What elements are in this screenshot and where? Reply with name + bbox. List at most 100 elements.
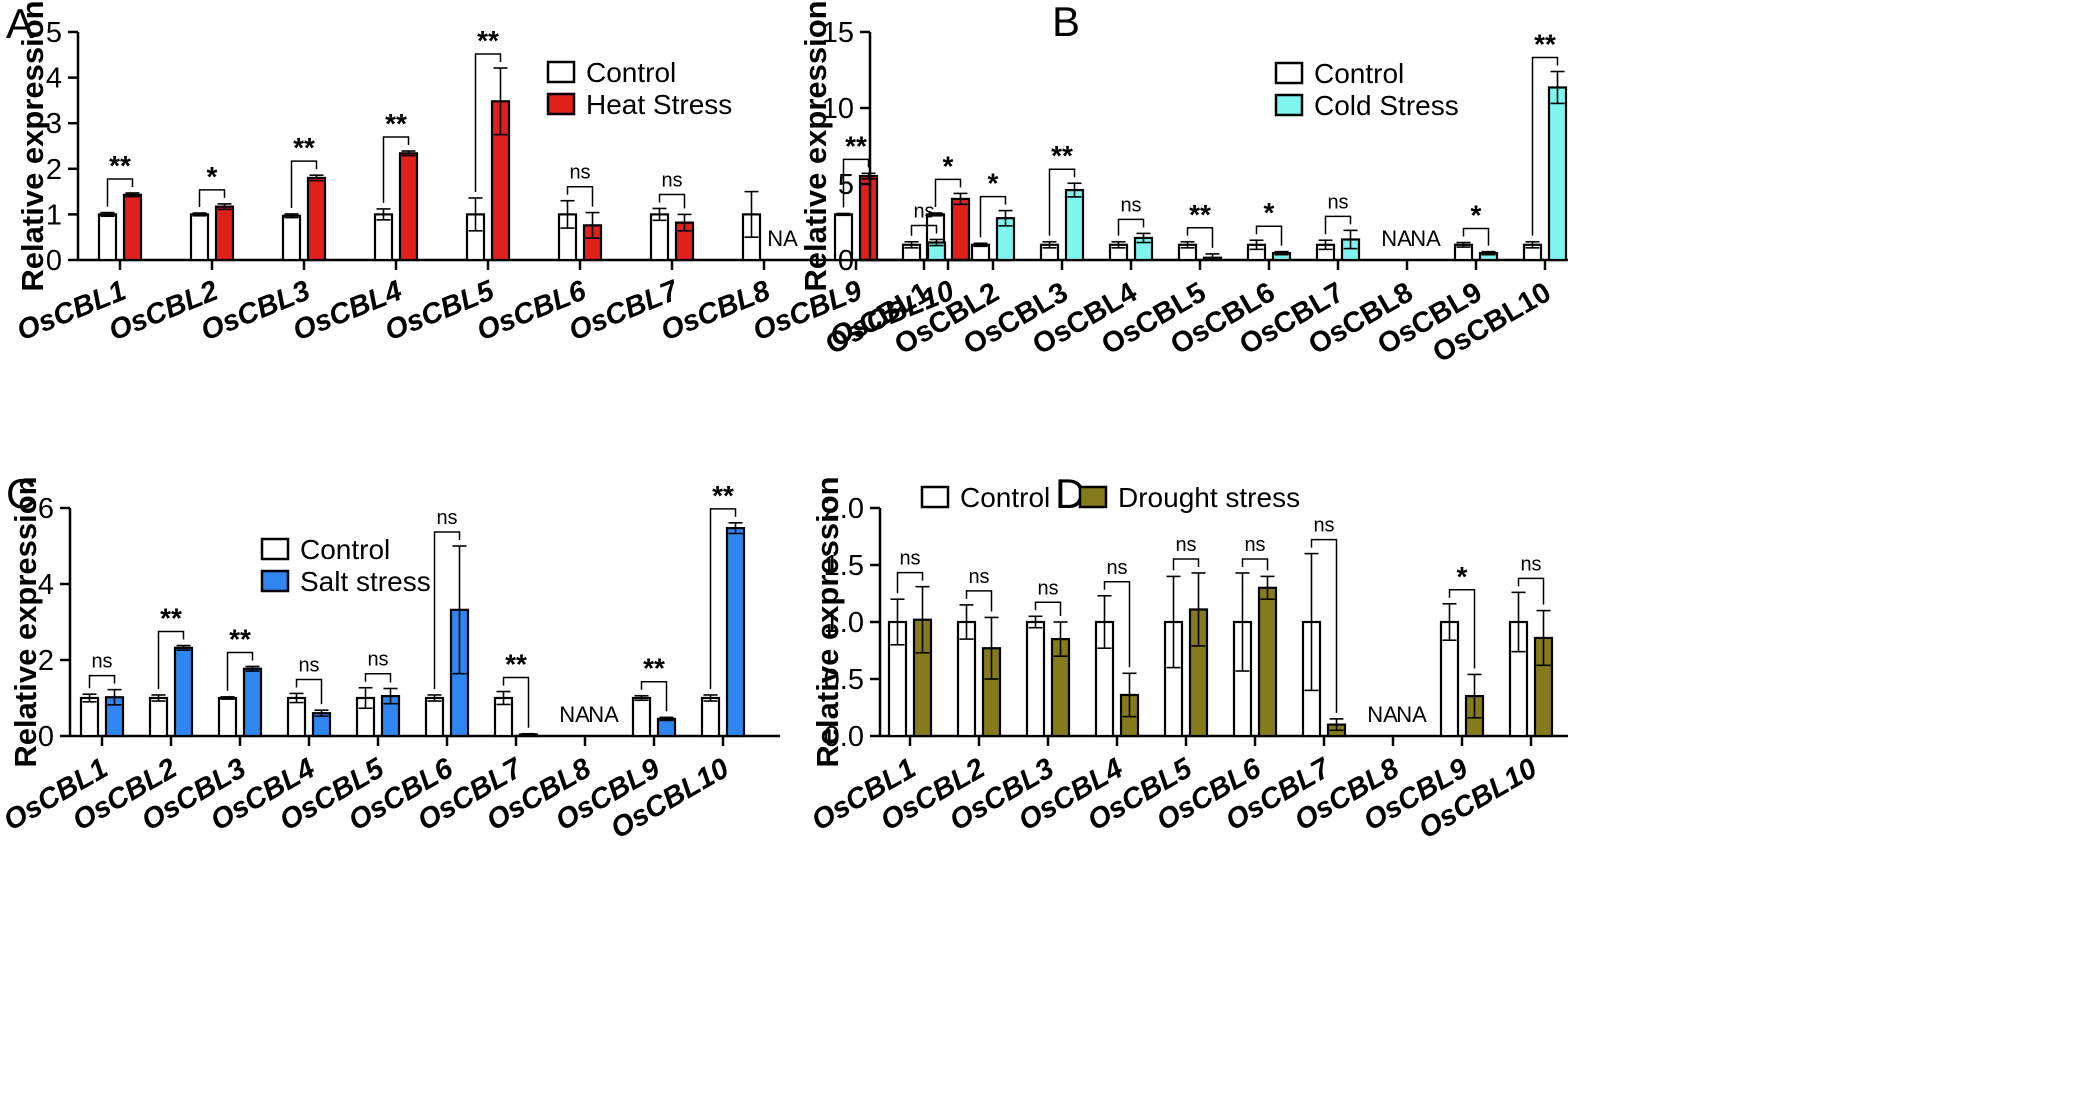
significance-bracket [934,178,962,208]
significance-bracket [1186,227,1214,248]
bar-control [1025,620,1046,738]
significance-bracket [979,195,1007,238]
significance-label: ns [1244,534,1265,556]
significance-bracket [1531,56,1559,236]
significance-label: * [1457,561,1468,592]
significance-label: * [1264,197,1275,228]
significance-label: ** [109,150,131,181]
y-tick-label: 5 [46,17,62,49]
bar-control [424,696,445,738]
y-tick-label: 5 [838,169,854,201]
significance-label: ** [712,480,734,511]
significance-bracket [88,674,116,689]
na-label: NA [1410,226,1441,251]
bar-control [286,696,307,738]
bar-control [373,213,394,262]
significance-label: ns [1106,557,1127,579]
na-label: NA [559,702,590,727]
significance-label: ** [293,132,315,163]
y-tick-label: 0 [38,721,54,753]
y-tick-label: 1.0 [824,607,864,639]
y-tick-label: 2 [46,154,62,186]
significance-bracket [474,53,502,192]
na-label: NA [588,702,619,727]
significance-label: ** [229,623,251,654]
legend-label: Salt stress [300,566,431,597]
bar-stress [1547,86,1568,262]
y-tick-label: 10 [822,93,854,125]
significance-bracket [1103,581,1131,668]
significance-bracket [1172,558,1200,571]
bar-stress [214,205,235,262]
bar-stress [306,176,327,262]
significance-bracket [1324,215,1352,235]
significance-bracket [640,680,668,712]
bar-stress [1257,586,1278,738]
bar-stress [398,152,419,262]
significance-label: ns [298,654,319,676]
significance-label: ns [913,200,934,222]
y-tick-label: 0.0 [824,721,864,753]
bar-control [281,214,302,262]
significance-label: ** [1534,29,1556,60]
significance-label: * [1471,200,1482,231]
significance-label: ns [1327,191,1348,213]
y-tick-label: 0.5 [824,664,864,696]
significance-label: ns [436,507,457,529]
significance-label: ** [505,649,527,680]
significance-bracket [226,651,254,691]
legend-swatch-stress [260,569,290,593]
bar-control [631,696,652,738]
legend-label: Cold Stress [1314,90,1459,121]
bar-stress [950,197,971,262]
bar-control [79,696,100,738]
legend-swatch-stress [546,92,576,116]
significance-bracket [1117,218,1145,236]
legend-label: Control [1314,58,1404,89]
y-axis-label: Relative expression [8,476,43,767]
panel-letter: C [6,470,36,517]
bar-control [148,696,169,738]
significance-bracket [157,630,185,689]
significance-bracket [965,590,993,612]
significance-bracket [658,193,686,209]
bar-control [97,213,118,262]
significance-bracket [433,531,461,689]
significance-label: * [207,161,218,192]
legend-label: Control [960,482,1050,513]
legend-label: Control [300,534,390,565]
significance-bracket [1034,601,1062,616]
panel-letter: A [6,0,34,47]
significance-label: ns [899,548,920,570]
significance-bracket [364,672,392,683]
y-tick-label: 0 [838,245,854,277]
significance-label: ns [1313,515,1334,537]
y-tick-label: 15 [822,17,854,49]
bar-stress [1064,188,1085,262]
legend-label: Control [586,57,676,88]
bar-control [189,213,210,262]
na-label: NA [1381,226,1412,251]
significance-label: ** [385,108,407,139]
legend-swatch-control [546,60,576,84]
y-tick-label: 1.5 [824,550,864,582]
legend-label: Heat Stress [586,89,732,120]
significance-bracket [290,160,318,208]
bar-control [700,696,721,738]
na-label: NA [1367,702,1398,727]
na-label: NA [767,226,798,251]
significance-bracket [106,178,134,207]
significance-label: ** [643,653,665,684]
y-axis-label: Relative expression [798,0,833,291]
significance-label: ** [1051,140,1073,171]
significance-bracket [896,571,924,594]
significance-label: ns [1520,553,1541,575]
y-tick-label: 2 [38,645,54,677]
significance-bracket [1448,589,1476,669]
